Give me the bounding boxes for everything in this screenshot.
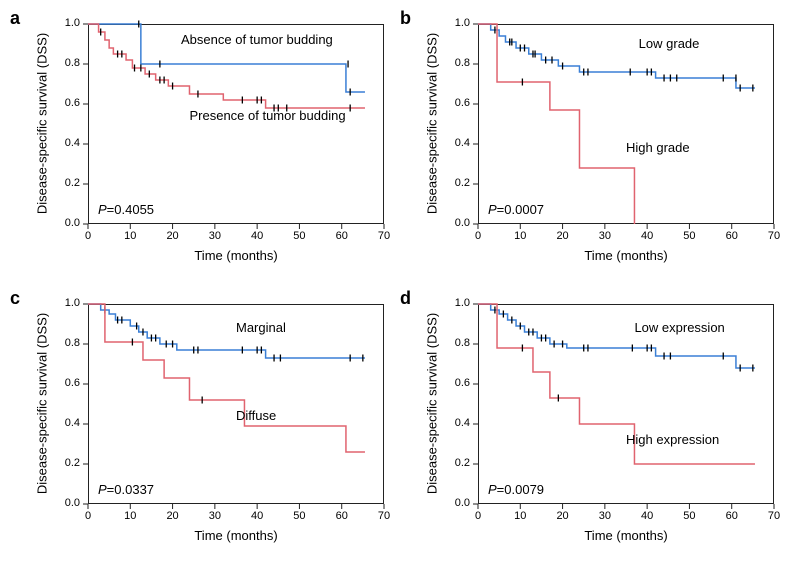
y-tick-label: 0.4 <box>54 137 80 149</box>
x-tick-label: 70 <box>378 230 390 242</box>
km-curve <box>478 24 755 88</box>
x-tick-label: 20 <box>166 230 178 242</box>
x-tick-label: 10 <box>124 230 136 242</box>
x-tick-label: 10 <box>124 510 136 522</box>
y-tick-label: 0.4 <box>444 137 470 149</box>
p-value-label: P=0.0007 <box>488 202 544 217</box>
x-tick-label: 50 <box>293 510 305 522</box>
series-label: Diffuse <box>236 408 276 423</box>
p-value-label: P=0.0337 <box>98 482 154 497</box>
y-tick-label: 1.0 <box>444 17 470 29</box>
y-tick-label: 0.8 <box>54 57 80 69</box>
x-tick-label: 70 <box>768 230 780 242</box>
series-label: High grade <box>626 140 690 155</box>
series-label: High expression <box>626 432 719 447</box>
y-tick-label: 0.2 <box>444 457 470 469</box>
y-tick-label: 1.0 <box>54 17 80 29</box>
series-label: Low grade <box>639 36 700 51</box>
y-tick-label: 0.4 <box>444 417 470 429</box>
y-tick-label: 0.2 <box>54 457 80 469</box>
km-figure-2x2: aDisease-specific survival (DSS)Time (mo… <box>0 0 785 562</box>
x-tick-label: 10 <box>514 230 526 242</box>
x-tick-label: 70 <box>378 510 390 522</box>
x-tick-label: 60 <box>726 230 738 242</box>
y-tick-label: 0.6 <box>54 97 80 109</box>
x-tick-label: 10 <box>514 510 526 522</box>
y-tick-label: 0.0 <box>444 497 470 509</box>
series-label: Presence of tumor budding <box>189 108 345 123</box>
x-tick-label: 60 <box>336 230 348 242</box>
x-tick-label: 70 <box>768 510 780 522</box>
y-tick-label: 0.8 <box>444 57 470 69</box>
y-tick-label: 1.0 <box>444 297 470 309</box>
x-tick-label: 20 <box>166 510 178 522</box>
x-tick-label: 20 <box>556 510 568 522</box>
x-tick-label: 50 <box>293 230 305 242</box>
series-label: Low expression <box>634 320 724 335</box>
p-value-number: 0.0337 <box>114 482 154 497</box>
y-tick-label: 0.2 <box>444 177 470 189</box>
x-tick-label: 40 <box>641 230 653 242</box>
x-tick-label: 20 <box>556 230 568 242</box>
y-tick-label: 0.4 <box>54 417 80 429</box>
x-tick-label: 0 <box>475 230 481 242</box>
x-tick-label: 60 <box>336 510 348 522</box>
km-curve <box>88 304 365 358</box>
y-tick-label: 0.2 <box>54 177 80 189</box>
x-tick-label: 60 <box>726 510 738 522</box>
x-tick-label: 30 <box>209 510 221 522</box>
km-curve <box>478 304 755 368</box>
p-value-number: 0.0079 <box>504 482 544 497</box>
x-tick-label: 40 <box>251 510 263 522</box>
y-tick-label: 0.0 <box>54 217 80 229</box>
x-tick-label: 0 <box>85 510 91 522</box>
panel-d: dDisease-specific survival (DSS)Time (mo… <box>400 288 782 558</box>
p-value-number: 0.0007 <box>504 202 544 217</box>
x-tick-label: 50 <box>683 510 695 522</box>
p-value-label: P=0.0079 <box>488 482 544 497</box>
x-tick-label: 40 <box>251 230 263 242</box>
x-tick-label: 30 <box>209 230 221 242</box>
x-tick-label: 0 <box>85 230 91 242</box>
x-tick-label: 30 <box>599 230 611 242</box>
y-tick-label: 0.6 <box>54 377 80 389</box>
y-tick-label: 0.8 <box>444 337 470 349</box>
km-curve <box>478 24 634 224</box>
panel-b: bDisease-specific survival (DSS)Time (mo… <box>400 8 782 278</box>
series-label: Absence of tumor budding <box>181 32 333 47</box>
y-tick-label: 0.0 <box>54 497 80 509</box>
x-tick-label: 50 <box>683 230 695 242</box>
series-label: Marginal <box>236 320 286 335</box>
y-tick-label: 1.0 <box>54 297 80 309</box>
x-tick-label: 0 <box>475 510 481 522</box>
panel-a: aDisease-specific survival (DSS)Time (mo… <box>10 8 392 278</box>
y-tick-label: 0.6 <box>444 97 470 109</box>
x-tick-label: 40 <box>641 510 653 522</box>
p-value-number: 0.4055 <box>114 202 154 217</box>
y-tick-label: 0.6 <box>444 377 470 389</box>
y-tick-label: 0.8 <box>54 337 80 349</box>
y-tick-label: 0.0 <box>444 217 470 229</box>
x-tick-label: 30 <box>599 510 611 522</box>
p-value-label: P=0.4055 <box>98 202 154 217</box>
panel-c: cDisease-specific survival (DSS)Time (mo… <box>10 288 392 558</box>
